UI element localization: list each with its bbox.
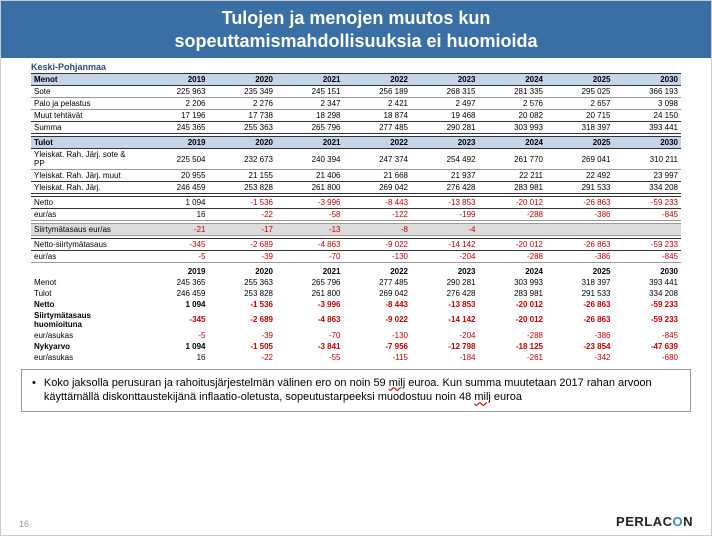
summary-text: Koko jaksolla perusuran ja rahoitusjärje… — [44, 376, 680, 406]
summary-year-row: 20192020202120222023202420252030 — [31, 266, 681, 277]
title-line-1: Tulojen ja menojen muutos kun — [11, 7, 701, 30]
summary-note: • Koko jaksolla perusuran ja rahoitusjär… — [21, 369, 691, 413]
table-header-row: Menot20192020202120222023202420252030 — [31, 74, 681, 86]
table-row: eur/as16-22-58-122-199-288-386-845 — [31, 209, 681, 221]
table-header-row: Tulot20192020202120222023202420252030 — [31, 137, 681, 149]
table-row: Yleiskat. Rah. Järj. muut20 95521 15521 … — [31, 170, 681, 182]
slide: Tulojen ja menojen muutos kun sopeuttami… — [0, 0, 712, 536]
table-row: Summa245 365255 363265 796277 485290 281… — [31, 122, 681, 134]
table-row: eur/asukas-5-39-70-130-204-288-386-845 — [31, 330, 681, 341]
region-label: Keski-Pohjanmaa — [1, 58, 711, 73]
table-row: Siirtymätasaus eur/as-21-17-13-8-4 — [31, 224, 681, 236]
page-number: 16 — [19, 519, 29, 529]
logo: PERLACON — [616, 514, 693, 529]
bullet-marker: • — [32, 376, 36, 406]
table-row: eur/as-5-39-70-130-204-288-386-845 — [31, 251, 681, 263]
title-line-2: sopeuttamismahdollisuuksia ei huomioida — [11, 30, 701, 53]
slide-title: Tulojen ja menojen muutos kun sopeuttami… — [1, 1, 711, 58]
table-row: eur/asukas16-22-55-115-184-261-342-680 — [31, 352, 681, 363]
table-row: Yleiskat. Rah. Järj. sote & PP225 504232… — [31, 149, 681, 170]
table-row: Palo ja pelastus2 2062 2762 3472 4212 49… — [31, 98, 681, 110]
table-row: Muut tehtävät17 19617 73818 29818 87419 … — [31, 110, 681, 122]
table-row: Yleiskat. Rah. Järj.246 459253 828261 80… — [31, 182, 681, 194]
table-row: Siirtymätasaus huomioituna-345-2 689-4 8… — [31, 310, 681, 330]
table-row: Tulot246 459253 828261 800269 042276 428… — [31, 288, 681, 299]
table-row: Nykyarvo1 094-1 505-3 841-7 956-12 798-1… — [31, 341, 681, 352]
financial-table: Menot20192020202120222023202420252030Sot… — [1, 73, 711, 363]
table-row: Netto1 094-1 536-3 996-8 443-13 853-20 0… — [31, 299, 681, 310]
table-row: Netto1 094-1 536-3 996-8 443-13 853-20 0… — [31, 197, 681, 209]
table-row: Netto-siirtymätasaus-345-2 689-4 863-9 0… — [31, 239, 681, 251]
table-row: Sote225 963235 349245 151256 189268 3152… — [31, 86, 681, 98]
table-row: Menot245 365255 363265 796277 485290 281… — [31, 277, 681, 288]
